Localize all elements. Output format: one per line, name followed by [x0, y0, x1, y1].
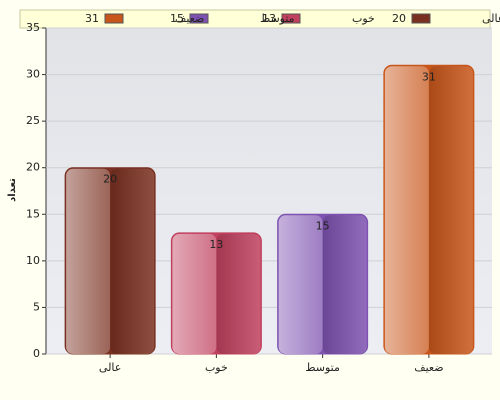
y-tick-label: 15	[26, 207, 40, 220]
bar-highlight	[384, 66, 429, 354]
bar-shade	[110, 168, 155, 354]
bar-shade	[216, 233, 261, 354]
value-label: 15	[316, 219, 330, 232]
value-label: 13	[209, 238, 223, 251]
bar-shade	[428, 66, 473, 354]
legend-label: متوسط	[260, 12, 295, 25]
bar-highlight	[66, 168, 111, 354]
x-tick-label: خوب	[205, 361, 228, 374]
bar-highlight	[172, 233, 217, 354]
legend-value: 31	[85, 12, 99, 25]
legend-swatch	[104, 13, 124, 24]
x-tick-label: ضعیف	[414, 361, 443, 374]
legend-swatch	[189, 13, 209, 24]
legend-swatch	[411, 13, 431, 24]
y-tick-label: 20	[26, 161, 40, 174]
y-tick-label: 30	[26, 68, 40, 81]
y-tick-label: 25	[26, 114, 40, 127]
x-tick-label: عالی	[99, 361, 121, 374]
legend-label: ضعیف	[175, 12, 204, 25]
y-tick-label: 10	[26, 254, 40, 267]
legend-label: خوب	[352, 12, 375, 25]
legend-value: 15	[170, 12, 184, 25]
bar-highlight	[278, 215, 323, 354]
legend-value: 20	[392, 12, 406, 25]
legend-label: عالی	[482, 12, 500, 25]
y-axis-label: تعداد	[7, 178, 18, 202]
legend-value: 13	[262, 12, 276, 25]
x-tick-label: متوسط	[305, 361, 340, 374]
legend-swatch	[281, 13, 301, 24]
bar-shade	[322, 215, 367, 354]
value-label: 20	[103, 173, 117, 186]
y-tick-label: 5	[33, 300, 40, 313]
y-tick-label: 35	[26, 21, 40, 34]
y-tick-label: 0	[33, 347, 40, 360]
value-label: 31	[422, 70, 436, 83]
